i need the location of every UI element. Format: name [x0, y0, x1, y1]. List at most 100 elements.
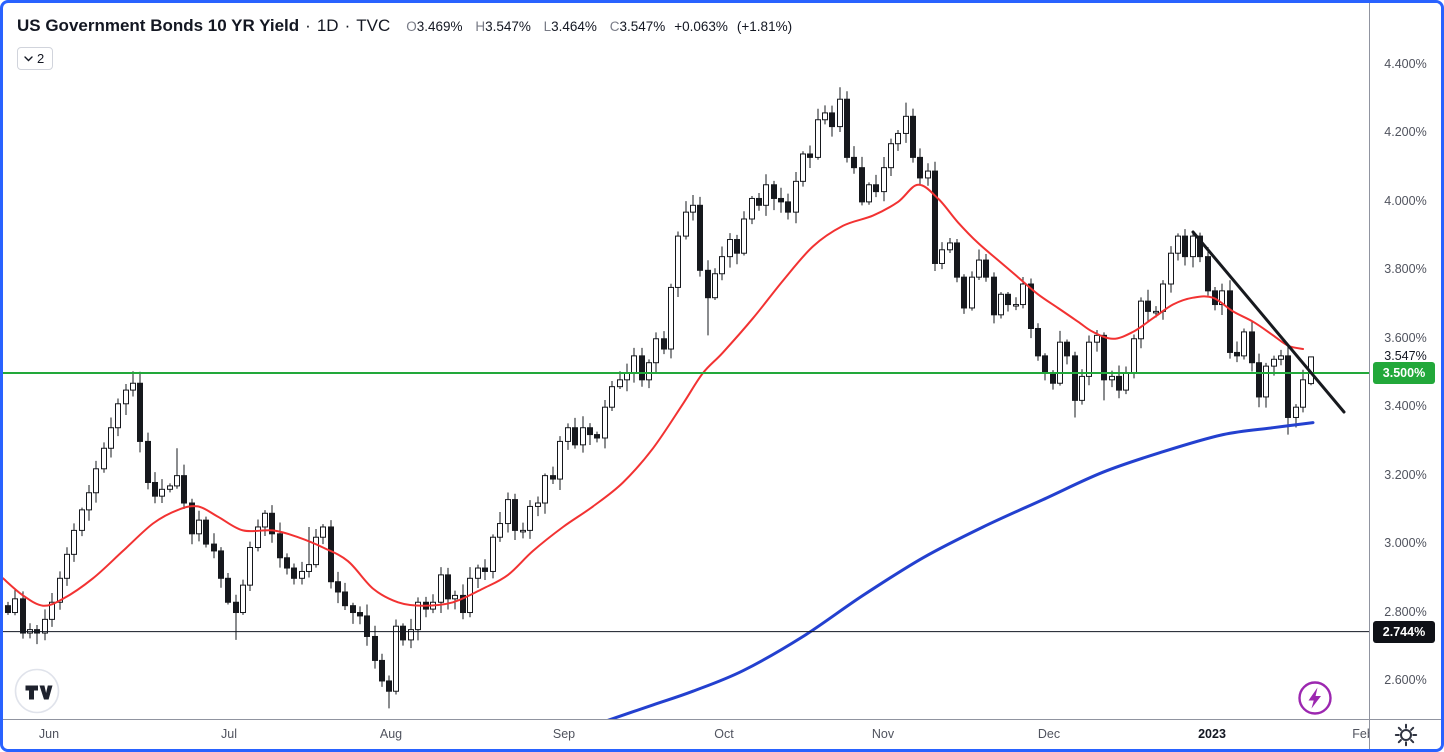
candle	[137, 371, 143, 453]
candle-body	[408, 629, 414, 641]
candle-body	[247, 547, 253, 586]
candle-body	[372, 635, 378, 661]
candle-body	[20, 598, 26, 634]
candle	[785, 193, 791, 220]
candle-body	[1197, 235, 1203, 258]
price-tick-label: 2.800%	[1384, 604, 1427, 619]
candle-body	[873, 184, 879, 193]
time-tick-label: Jul	[221, 727, 237, 741]
symbol-title[interactable]: US Government Bonds 10 YR Yield	[17, 16, 300, 35]
tradingview-logo[interactable]	[13, 667, 61, 719]
candle	[181, 464, 187, 510]
candle	[1057, 330, 1063, 386]
candle	[917, 148, 923, 186]
candle-body	[572, 427, 578, 446]
candle-body	[535, 502, 541, 507]
candle	[1182, 229, 1188, 266]
candle	[467, 567, 473, 618]
candle	[837, 87, 843, 132]
candle-body	[520, 529, 526, 533]
candle-body	[550, 475, 556, 480]
realtime-lightning-icon[interactable]	[1295, 678, 1335, 719]
candle-body	[181, 475, 187, 504]
candle-body	[815, 119, 821, 158]
candle	[247, 541, 253, 591]
candle	[822, 105, 828, 125]
candle-body	[778, 197, 784, 203]
axis-settings-cell	[1369, 719, 1441, 749]
candle	[159, 479, 165, 503]
candle	[372, 625, 378, 669]
candle-body	[668, 286, 674, 350]
candle-body	[1263, 365, 1269, 398]
candle	[520, 522, 526, 539]
candle-body	[800, 153, 806, 182]
price-axis[interactable]: 4.400% 4.200% 4.000% 3.800% 3.600% 3.400% 3.20…	[1369, 3, 1441, 719]
candlestick-chart[interactable]	[3, 3, 1369, 719]
candle	[947, 237, 953, 254]
candle-body	[683, 211, 689, 237]
time-tick-label: Feb	[1352, 727, 1369, 741]
descending-trendline[interactable]	[1191, 230, 1346, 414]
candle-body	[954, 242, 960, 278]
candle-body	[400, 625, 406, 641]
candle	[1079, 369, 1085, 405]
chart-legend: US Government Bonds 10 YR Yield · 1D · T…	[17, 16, 792, 36]
candle	[793, 172, 799, 224]
slow-ma-blue-line	[607, 421, 1315, 719]
candle	[1219, 283, 1225, 316]
candle	[400, 623, 406, 646]
close-value: 3.547%	[619, 19, 666, 34]
candle-body	[1271, 358, 1277, 367]
gear-icon[interactable]	[1394, 723, 1418, 747]
change-absolute: +0.063%	[674, 19, 728, 34]
candle-body	[152, 481, 158, 497]
interval-label[interactable]: 1D	[316, 16, 339, 35]
candle	[335, 571, 341, 604]
candle	[93, 460, 99, 503]
candle	[527, 500, 533, 539]
candle-body	[888, 143, 894, 169]
candle	[386, 675, 392, 709]
candle-body	[438, 574, 444, 603]
candle-body	[910, 115, 916, 158]
candle	[557, 436, 563, 490]
candle	[1123, 366, 1129, 395]
candle	[542, 473, 548, 514]
candle-body	[1005, 293, 1011, 306]
candle	[364, 604, 370, 646]
candle-body	[1109, 375, 1115, 381]
candle-body	[859, 167, 865, 203]
candle-body	[1086, 341, 1092, 377]
candle	[580, 416, 586, 453]
candle-body	[93, 468, 99, 494]
candle	[306, 526, 312, 578]
candle-body	[490, 536, 496, 572]
candle-body	[903, 115, 909, 134]
chart-pane[interactable]: US Government Bonds 10 YR Yield · 1D · T…	[3, 3, 1369, 719]
green-price-badge[interactable]: 3.500%	[1373, 361, 1435, 384]
candle-body	[71, 529, 77, 555]
candle-body	[123, 389, 129, 405]
candle-body	[364, 615, 370, 637]
low-label: L	[543, 19, 552, 34]
candle-body	[609, 386, 615, 408]
candle	[807, 145, 813, 168]
candle	[1205, 247, 1211, 296]
candle-body	[115, 403, 121, 429]
candle-body	[79, 509, 85, 531]
time-axis[interactable]: Jun Jul Aug Sep Oct Nov Dec 2023 Feb	[3, 719, 1369, 749]
candle	[535, 496, 541, 517]
candle-body	[512, 499, 518, 531]
indicators-collapse-button[interactable]: 2	[17, 47, 54, 70]
candle-body	[1190, 235, 1196, 258]
candle-body	[42, 618, 48, 634]
candle	[910, 108, 916, 163]
candle	[115, 398, 121, 437]
price-tick-label: 3.400%	[1384, 399, 1427, 414]
candle-body	[639, 355, 645, 381]
black-price-badge[interactable]: 2.744%	[1373, 620, 1435, 643]
candle-body	[57, 577, 63, 603]
candle	[1072, 351, 1078, 418]
candle	[130, 371, 136, 397]
